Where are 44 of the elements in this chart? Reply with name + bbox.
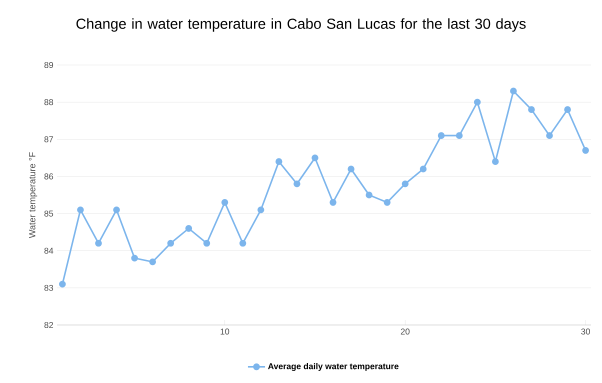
point bbox=[95, 240, 102, 247]
point bbox=[456, 132, 463, 139]
point bbox=[185, 225, 192, 232]
point bbox=[492, 158, 499, 165]
point bbox=[221, 199, 228, 206]
point bbox=[131, 254, 138, 262]
y-tick-label: 83 bbox=[44, 284, 54, 291]
point bbox=[294, 180, 300, 188]
point bbox=[474, 98, 481, 106]
point bbox=[77, 206, 84, 214]
legend-label: Average daily water temperature bbox=[268, 362, 399, 371]
point bbox=[384, 199, 391, 206]
point bbox=[59, 280, 66, 288]
y-axis-title: Water temperature °F bbox=[28, 152, 38, 238]
point bbox=[113, 206, 120, 214]
point bbox=[330, 199, 336, 206]
point bbox=[420, 166, 427, 172]
chart-title: Change in water temperature in Cabo San Lucas for the last 30 days bbox=[76, 18, 526, 32]
x-tick-label: 30 bbox=[581, 328, 590, 335]
y-tick-label: 85 bbox=[44, 210, 54, 217]
point bbox=[366, 192, 373, 198]
point bbox=[239, 240, 246, 247]
point bbox=[546, 132, 553, 139]
point bbox=[276, 158, 282, 165]
y-tick-label: 84 bbox=[44, 248, 54, 254]
point bbox=[564, 106, 571, 113]
y-tick-label: 86 bbox=[44, 173, 54, 180]
point bbox=[348, 166, 354, 172]
point bbox=[438, 132, 445, 139]
point bbox=[402, 180, 409, 188]
point bbox=[510, 88, 517, 94]
y-tick-label: 88 bbox=[44, 99, 54, 106]
point bbox=[528, 106, 535, 113]
point bbox=[203, 240, 210, 247]
point bbox=[149, 258, 156, 266]
point bbox=[582, 147, 589, 154]
y-tick-label: 87 bbox=[44, 136, 54, 142]
point bbox=[257, 206, 264, 214]
point bbox=[312, 154, 318, 162]
y-tick-label: 89 bbox=[44, 62, 54, 68]
x-tick-label: 20 bbox=[400, 328, 410, 335]
x-tick-label: 10 bbox=[220, 328, 230, 335]
point bbox=[167, 240, 174, 247]
y-tick-label: 82 bbox=[44, 322, 54, 328]
